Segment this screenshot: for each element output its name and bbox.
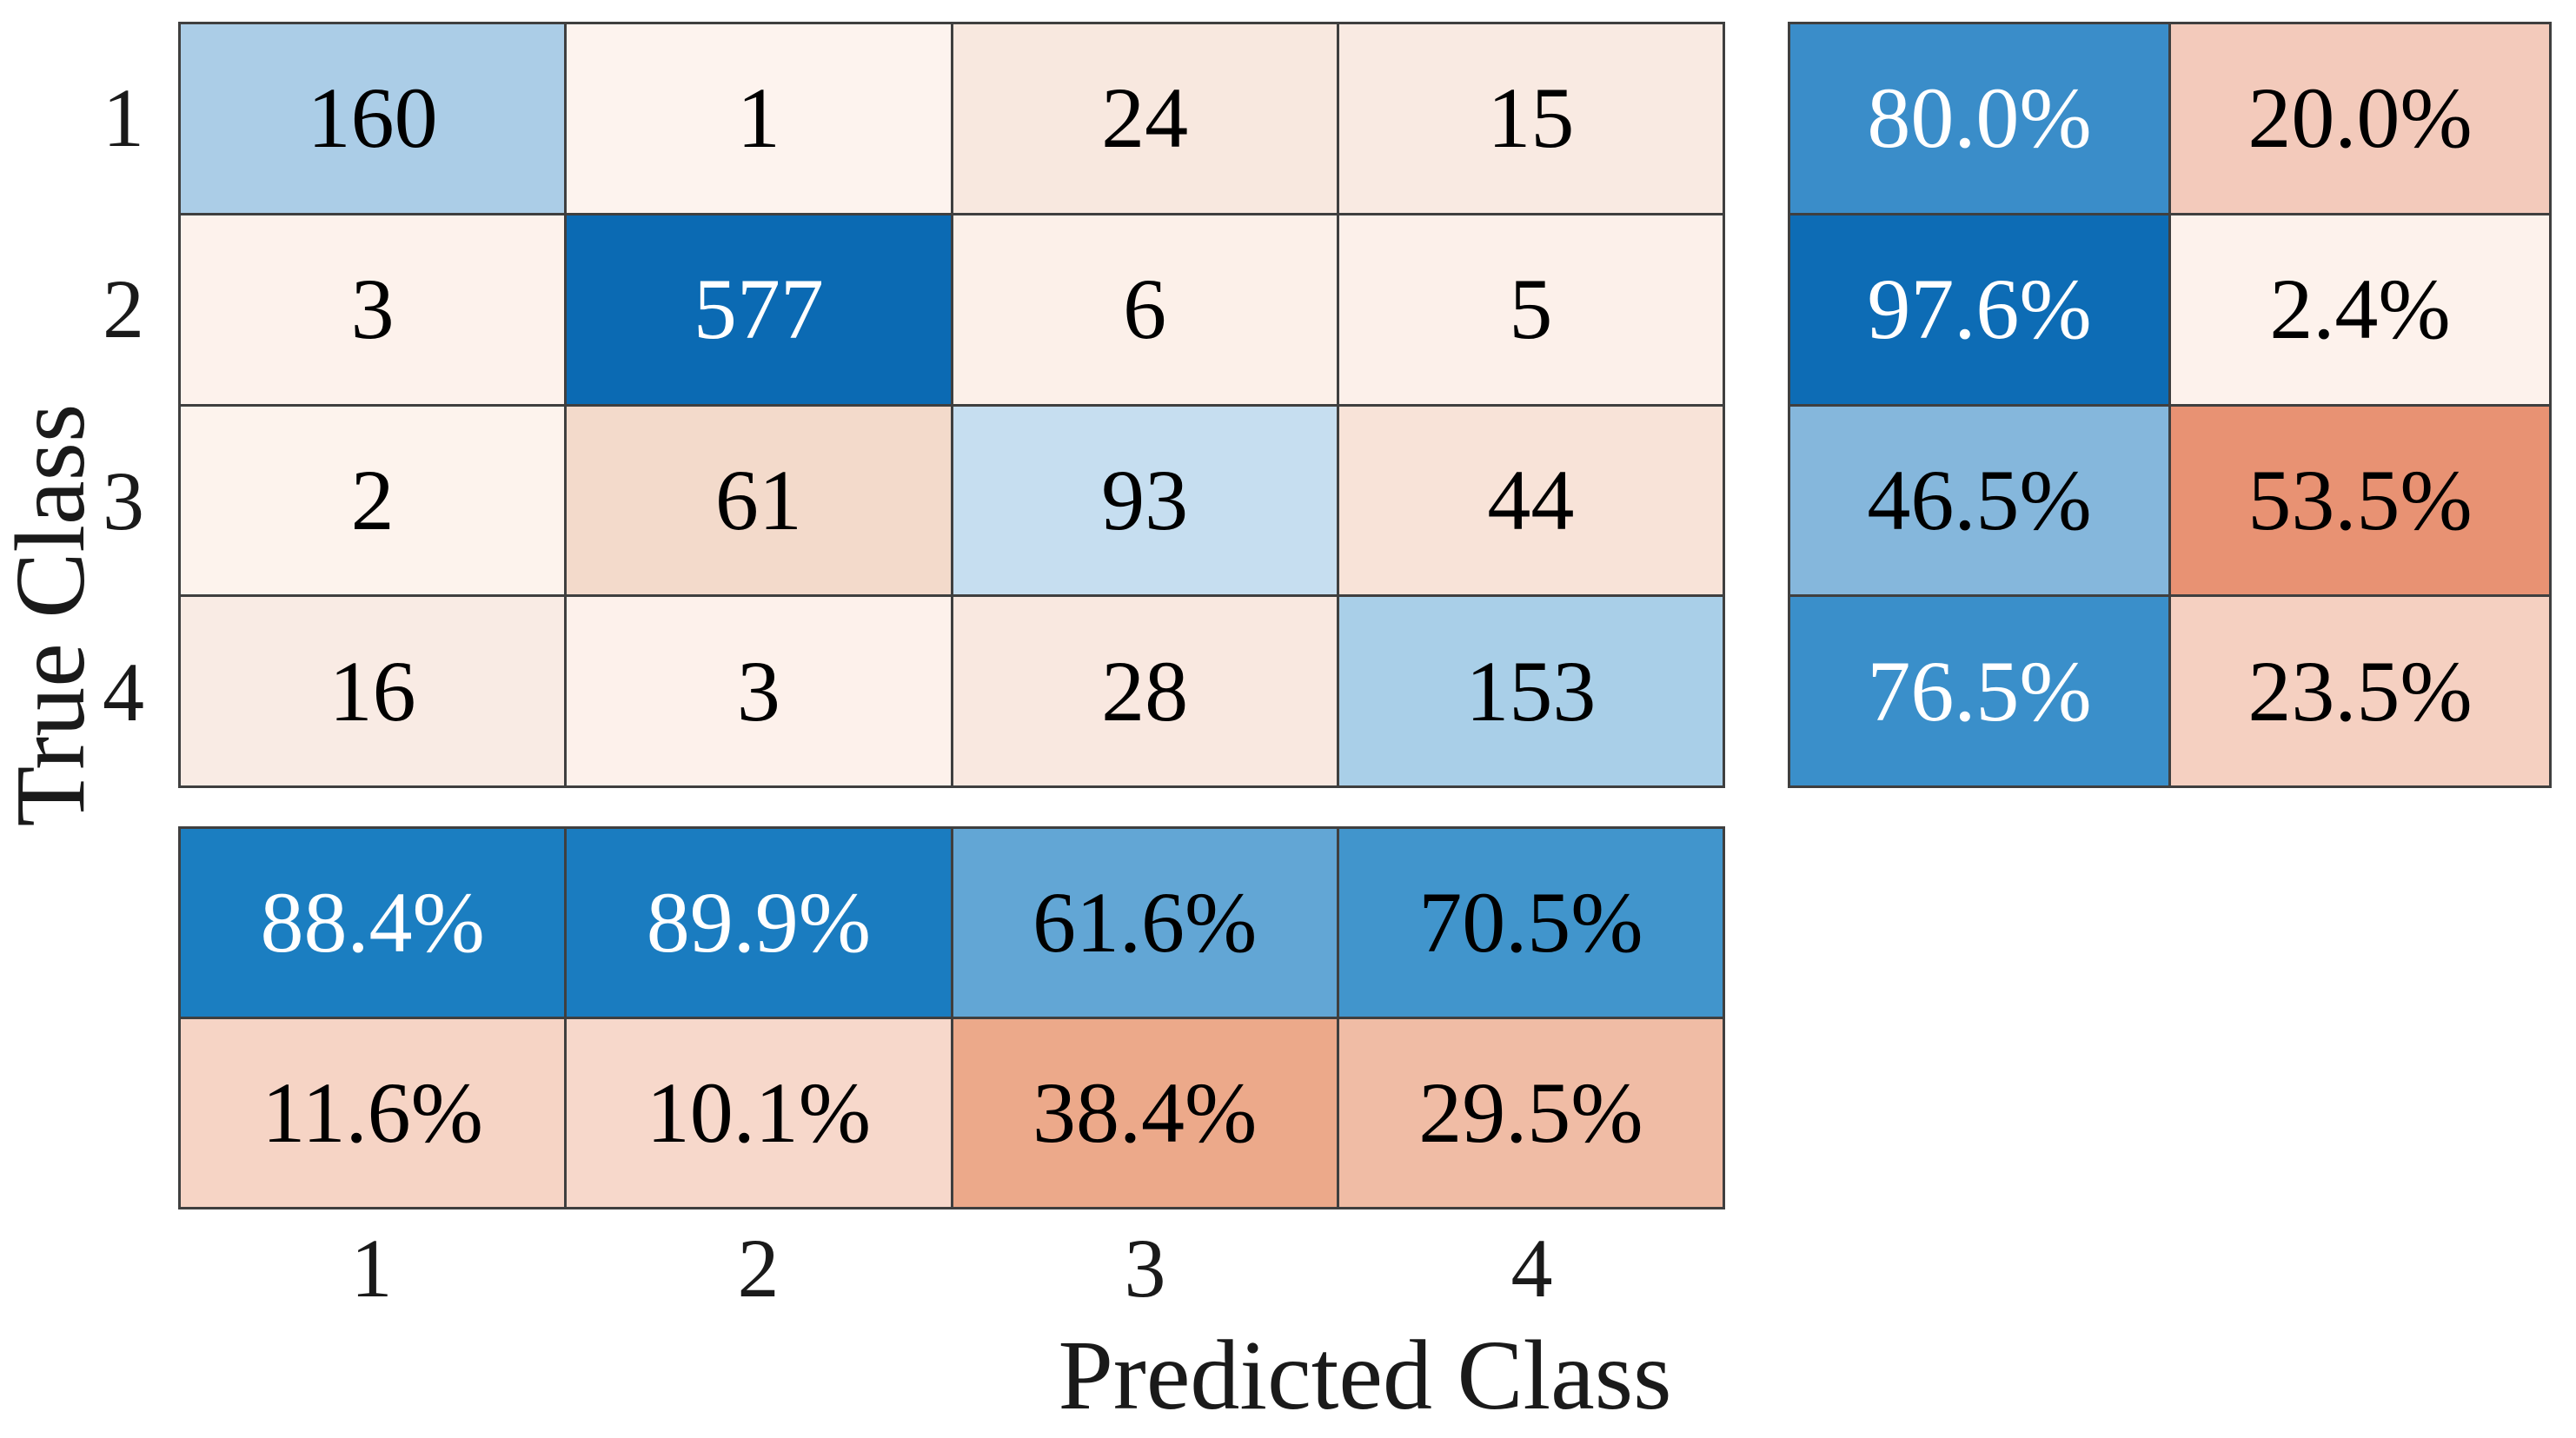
row-summary-cell: 97.6% [1790,215,2168,404]
x-tick-label: 4 [1510,1221,1553,1315]
row-summary-cell: 53.5% [2171,406,2549,595]
column-summary-cell: 70.5% [1338,829,1723,1017]
matrix-cell: 15 [1338,24,1723,213]
y-tick-label: 4 [103,646,144,739]
row-summary-grid: 80.0% 20.0% 97.6% 2.4% 46.5% 53.5% 76.5% 23.5% [1788,22,2552,788]
matrix-cell: 93 [953,406,1337,595]
row-summary-cell: 2.4% [2171,215,2549,404]
matrix-cell: 3 [181,215,565,404]
x-tick-label: 3 [1124,1221,1166,1315]
matrix-cell: 577 [567,215,951,404]
row-summary-cell: 23.5% [2171,597,2549,785]
column-summary-cell: 88.4% [181,829,565,1017]
matrix-cell: 1 [567,24,951,213]
column-summary-cell: 11.6% [181,1019,565,1207]
row-summary-cell: 20.0% [2171,24,2549,213]
x-tick-label: 2 [737,1221,780,1315]
row-summary-cell: 76.5% [1790,597,2168,785]
column-summary-cell: 61.6% [953,829,1337,1017]
row-summary-cell: 80.0% [1790,24,2168,213]
x-axis-label: Predicted Class [1058,1320,1672,1430]
y-tick-label: 2 [103,262,144,356]
matrix-cell: 28 [953,597,1337,785]
matrix-cell: 2 [181,406,565,595]
column-summary-cell: 89.9% [567,829,951,1017]
column-summary-grid: 88.4% 89.9% 61.6% 70.5% 11.6% 10.1% 38.4% 29.5% [178,826,1725,1209]
column-summary-cell: 10.1% [567,1019,951,1207]
matrix-cell: 5 [1338,215,1723,404]
confusion-matrix-grid: 160 1 24 15 3 577 6 5 2 61 93 44 16 3 28 153 [178,22,1725,788]
x-tick-label: 1 [350,1221,393,1315]
y-tick-label: 1 [103,70,144,164]
column-summary-cell: 38.4% [953,1019,1337,1207]
matrix-cell: 6 [953,215,1337,404]
matrix-cell: 16 [181,597,565,785]
matrix-cell: 3 [567,597,951,785]
y-tick-label: 3 [103,454,144,547]
y-axis-ticks: 1 2 3 4 [0,22,158,788]
x-axis-ticks: 1 2 3 4 [178,1216,1725,1319]
matrix-cell: 24 [953,24,1337,213]
matrix-cell: 160 [181,24,565,213]
row-summary-cell: 46.5% [1790,406,2168,595]
matrix-cell: 61 [567,406,951,595]
matrix-cell: 153 [1338,597,1723,785]
column-summary-cell: 29.5% [1338,1019,1723,1207]
matrix-cell: 44 [1338,406,1723,595]
